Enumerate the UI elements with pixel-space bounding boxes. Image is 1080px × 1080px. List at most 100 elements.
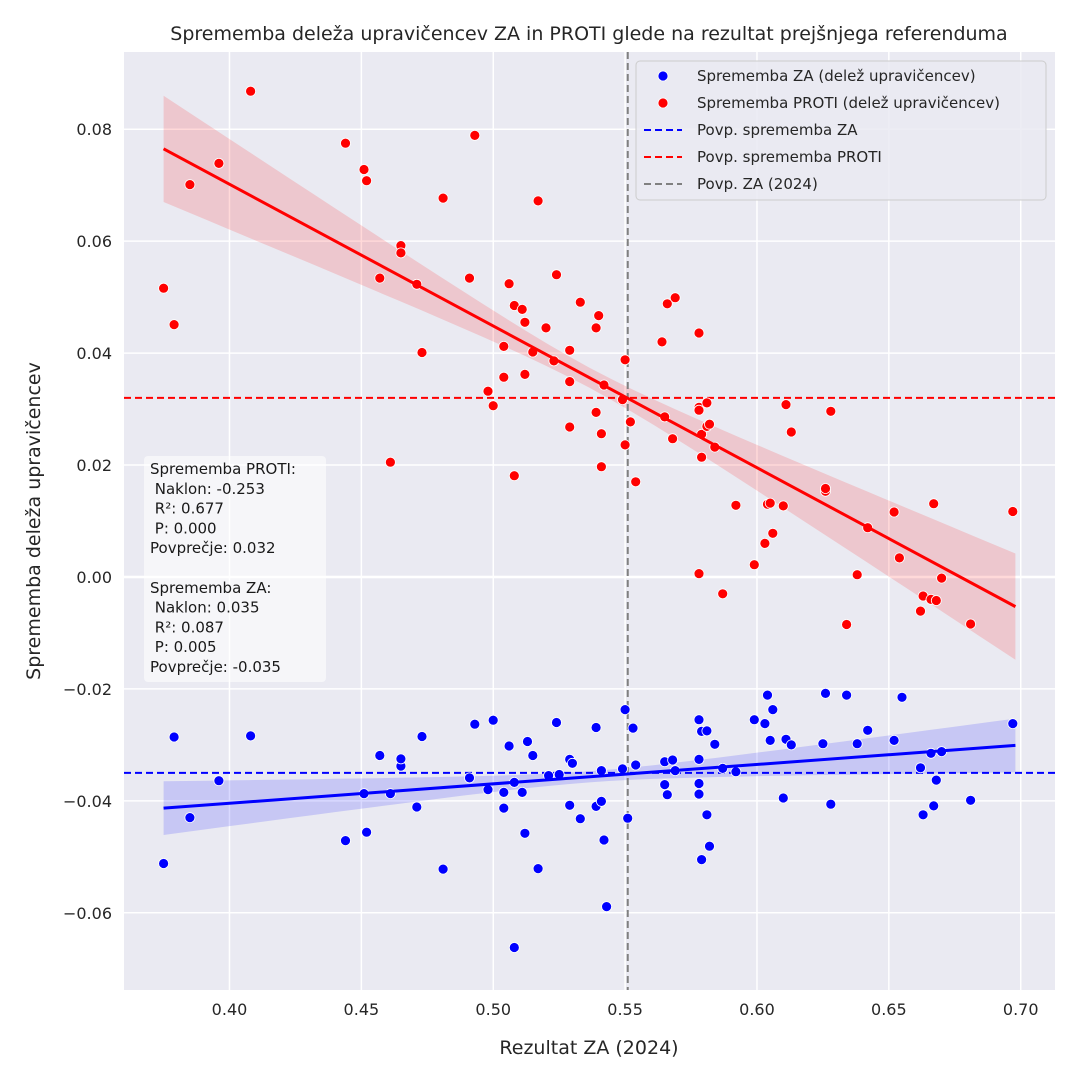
point-proti <box>168 319 180 331</box>
point-za <box>1007 718 1019 729</box>
point-proti <box>596 461 607 473</box>
point-za <box>516 787 528 798</box>
y-tick-label: 0.04 <box>76 344 112 363</box>
point-proti <box>564 344 576 356</box>
point-za <box>820 688 831 699</box>
point-proti <box>928 498 940 510</box>
point-proti <box>487 400 499 412</box>
point-za <box>596 765 607 776</box>
point-proti <box>841 619 852 630</box>
point-proti <box>482 385 494 397</box>
point-proti <box>395 247 407 259</box>
grid-lines <box>124 52 1055 990</box>
point-za <box>704 840 715 852</box>
point-proti <box>469 129 481 141</box>
point-proti <box>184 179 196 191</box>
point-proti <box>361 175 373 187</box>
point-proti <box>780 399 792 411</box>
point-proti <box>516 303 528 315</box>
stats-line: Naklon: 0.035 <box>150 599 259 617</box>
point-proti <box>965 618 976 630</box>
point-za <box>522 736 533 747</box>
point-proti <box>503 278 515 290</box>
point-proti <box>825 405 837 417</box>
point-za <box>498 802 510 814</box>
point-za <box>551 717 562 728</box>
point-za <box>759 718 771 729</box>
point-proti <box>540 322 552 334</box>
point-proti <box>590 406 602 418</box>
point-za <box>622 812 634 824</box>
point-proti <box>894 552 905 564</box>
y-axis-label: Sprememba deleža upravičencev <box>23 362 45 680</box>
point-za <box>503 740 515 752</box>
point-za <box>767 704 779 715</box>
point-za <box>693 754 705 765</box>
point-proti <box>158 282 170 294</box>
legend-label: Povp. ZA (2024) <box>697 175 818 193</box>
point-za <box>158 858 170 869</box>
point-proti <box>498 371 510 383</box>
point-proti <box>519 316 531 328</box>
point-proti <box>915 605 926 617</box>
stats-line: Povprečje: -0.035 <box>150 658 281 676</box>
y-tick-label: −0.04 <box>63 792 112 811</box>
point-proti <box>730 499 742 511</box>
point-proti <box>358 164 370 175</box>
stats-annotation: Sprememba PROTI: Naklon: -0.253 R²: 0.67… <box>144 456 326 682</box>
point-za <box>851 738 863 750</box>
x-tick-label: 0.40 <box>212 1000 248 1019</box>
regression-line-za <box>163 743 1016 810</box>
chart-title: Sprememba deleža upravičencev ZA in PROT… <box>170 23 1007 45</box>
stats-line: R²: 0.677 <box>150 500 224 518</box>
x-tick-label: 0.60 <box>739 1000 775 1019</box>
point-proti <box>590 322 602 334</box>
point-proti <box>704 418 715 430</box>
point-proti <box>532 195 544 207</box>
point-za <box>825 798 837 810</box>
point-za <box>701 809 713 821</box>
point-za <box>213 775 225 787</box>
point-za <box>762 689 773 701</box>
y-tick-label: 0.02 <box>76 456 112 475</box>
point-za <box>411 801 423 813</box>
point-za <box>245 730 257 742</box>
point-proti <box>693 568 705 579</box>
point-proti <box>785 426 797 438</box>
point-za <box>519 827 531 839</box>
x-tick-label: 0.65 <box>871 1000 907 1019</box>
point-proti <box>777 500 789 512</box>
point-za <box>508 942 520 953</box>
point-proti <box>630 476 642 488</box>
point-proti <box>820 483 831 494</box>
stats-line: P: 0.005 <box>150 638 217 656</box>
y-tick-label: 0.06 <box>76 232 112 251</box>
point-za <box>627 722 639 734</box>
point-proti <box>564 421 576 433</box>
point-za <box>748 714 760 726</box>
point-za <box>862 724 874 736</box>
stats-line: Sprememba ZA: <box>150 579 271 597</box>
point-proti <box>656 336 668 348</box>
point-proti <box>693 327 705 339</box>
legend: Sprememba ZA (delež upravičencev) Spremem… <box>635 60 1047 201</box>
point-proti <box>374 272 386 284</box>
point-za <box>590 722 602 733</box>
point-za <box>817 738 829 750</box>
point-za <box>487 714 499 726</box>
y-tick-label: 0.00 <box>76 568 112 587</box>
stats-line: Naklon: -0.253 <box>150 480 265 498</box>
point-za <box>482 784 494 795</box>
legend-label: Povp. sprememba PROTI <box>697 148 882 166</box>
point-proti <box>619 354 631 366</box>
point-za <box>532 863 544 874</box>
point-za <box>361 826 373 838</box>
point-proti <box>693 404 705 416</box>
point-proti <box>245 85 257 97</box>
point-proti <box>696 451 707 463</box>
legend-marker <box>657 70 669 82</box>
y-axis-ticks: −0.06 −0.04 −0.02 0.00 0.02 0.04 0.06 0.08 <box>63 120 112 923</box>
point-za <box>841 689 852 701</box>
stats-line: R²: 0.087 <box>150 618 224 636</box>
point-proti <box>593 310 605 322</box>
